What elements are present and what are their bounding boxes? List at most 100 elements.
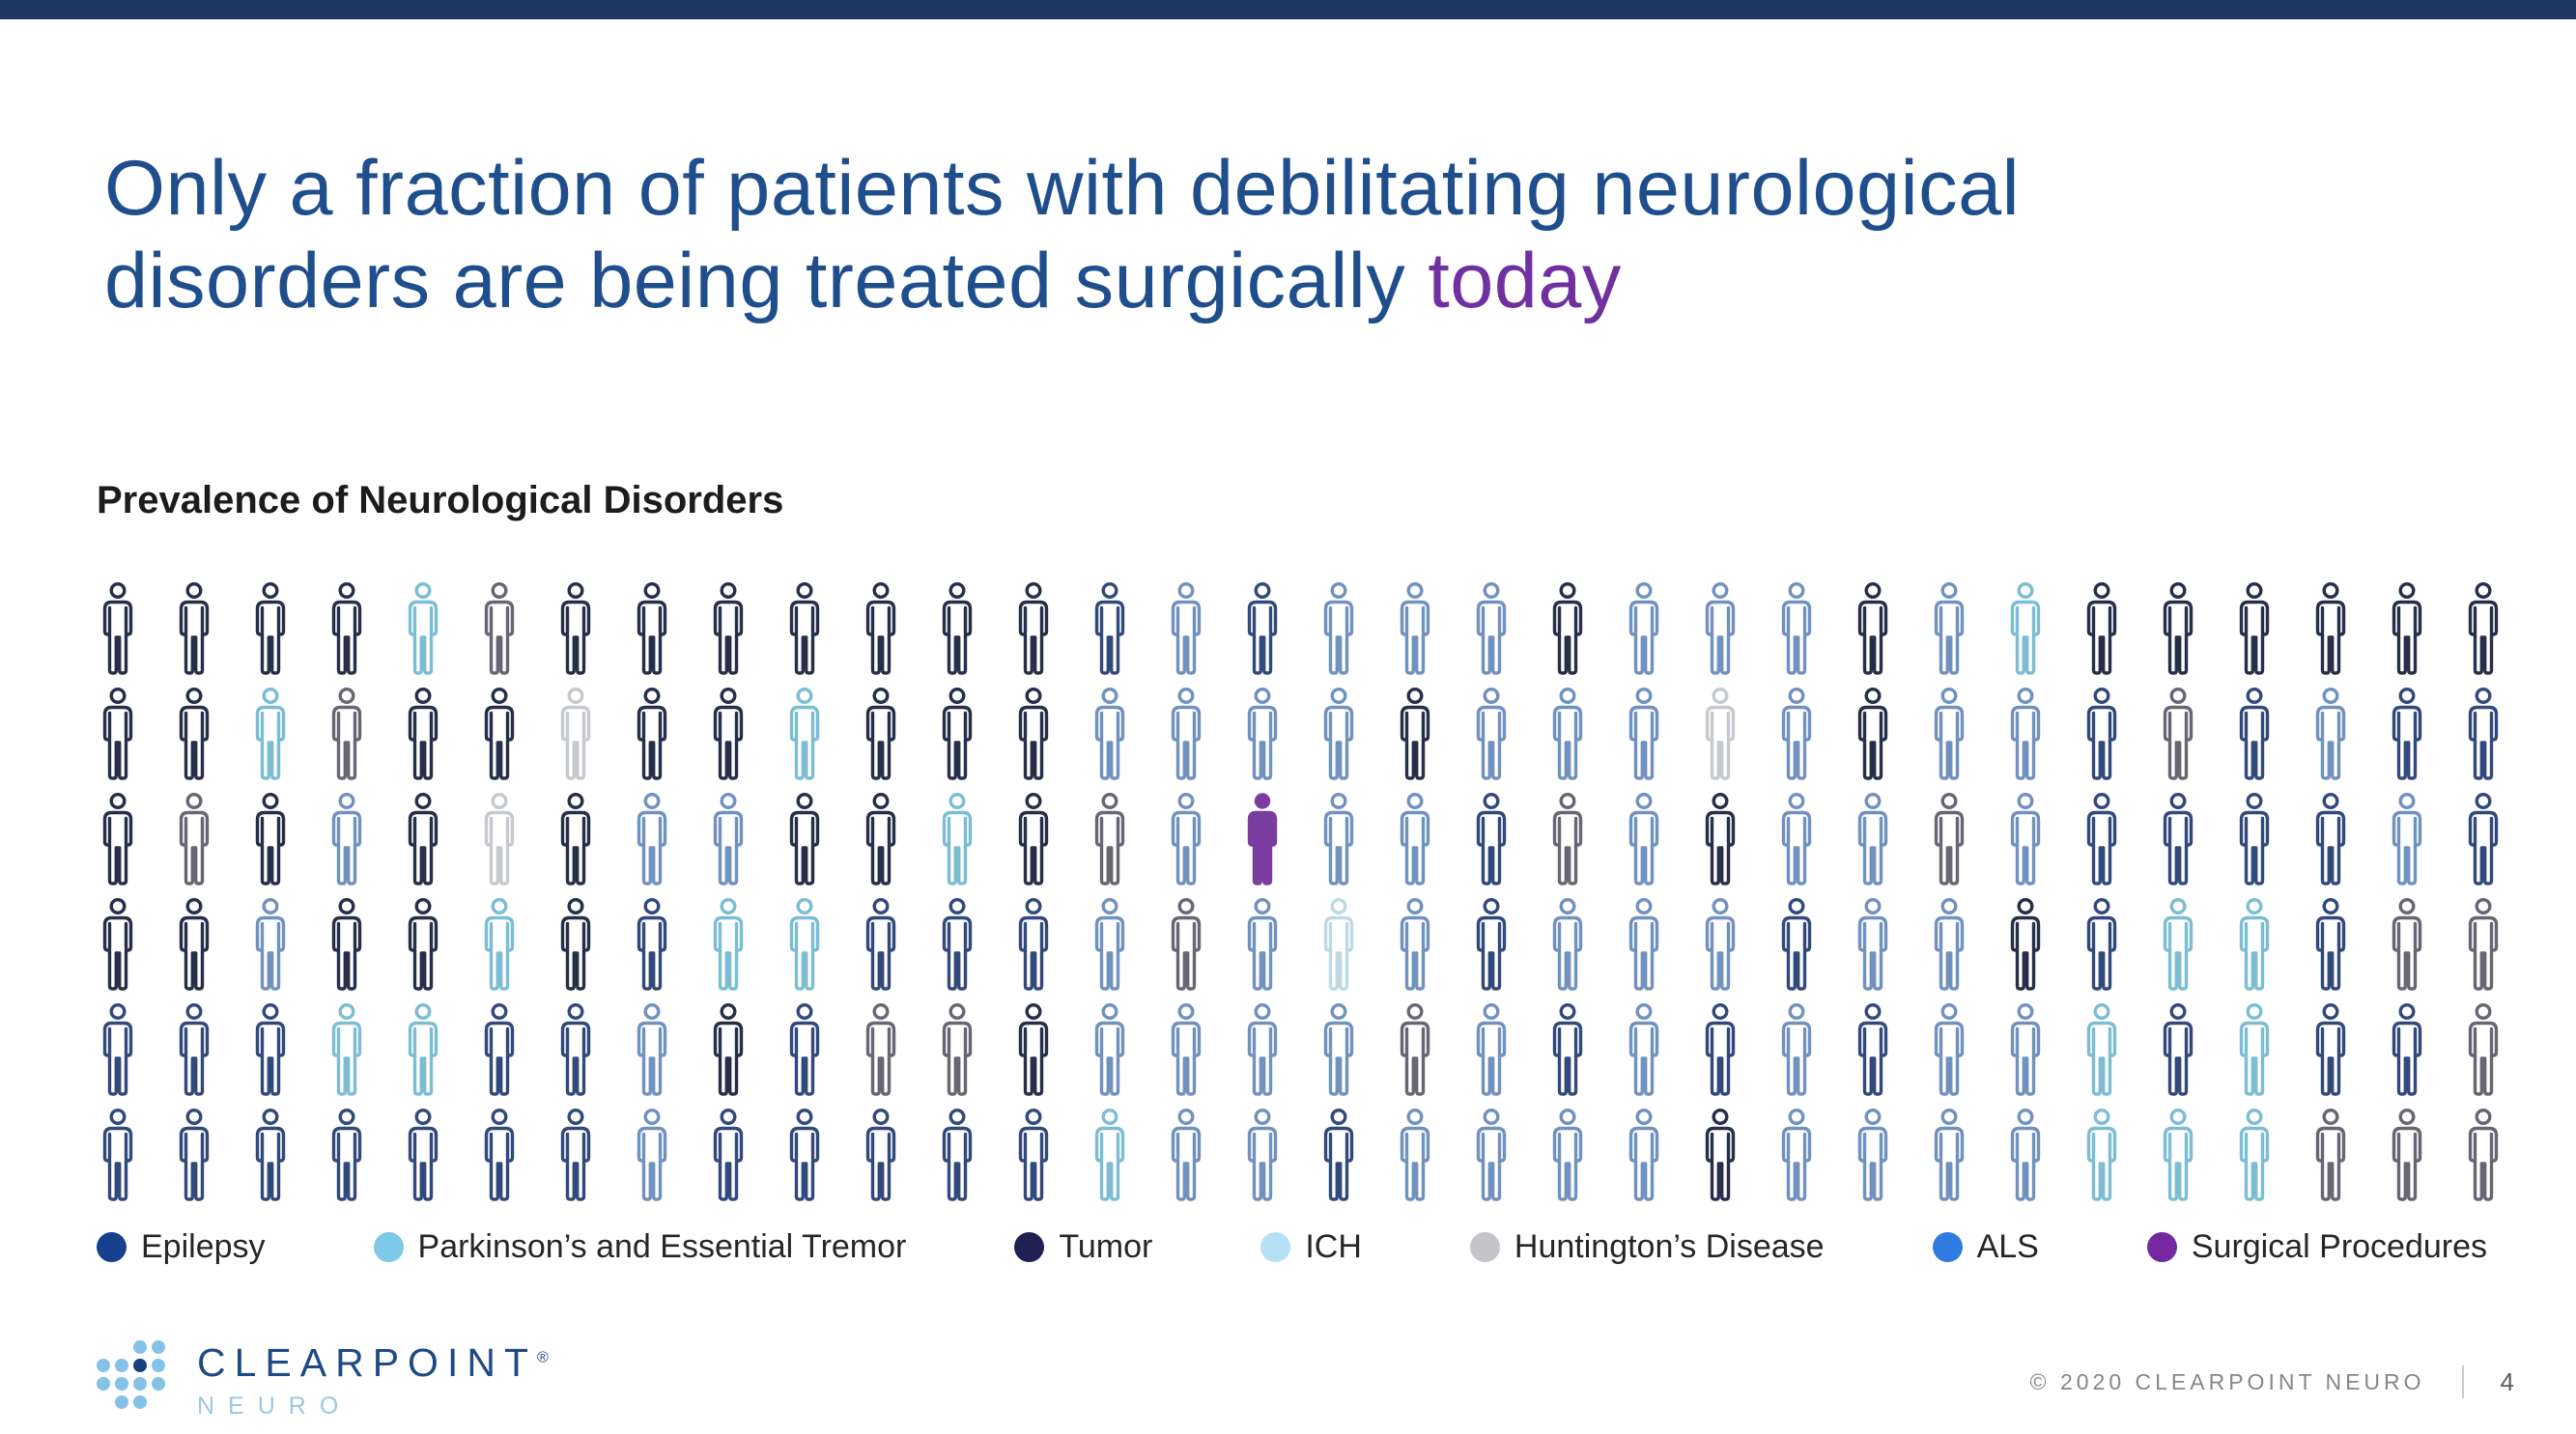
pictogram-grid [97,581,2505,1202]
person-icon [173,1002,215,1097]
person-icon [1928,581,1970,676]
logo-dot [115,1395,128,1409]
person-icon [97,792,139,886]
person-icon [249,581,292,676]
person-icon [1241,897,1284,992]
logo-dot [133,1359,147,1372]
person-icon [97,897,139,992]
person-icon [936,1002,978,1097]
person-icon [2386,1108,2428,1202]
person-icon [1928,897,1970,992]
person-icon [1928,1108,1970,1202]
person-icon [1775,581,1818,676]
person-icon [1775,687,1818,781]
person-icon [1775,1108,1818,1202]
title-line2: disorders are being treated surgically [104,237,1429,324]
person-icon [2309,1002,2352,1097]
legend-dot [2146,1232,2177,1262]
logo-dot [115,1377,128,1391]
person-icon [631,897,673,992]
person-icon [326,1108,368,1202]
title-line1: Only a fraction of patients with debilit… [104,145,2021,232]
logo-dot [133,1340,147,1354]
person-icon [173,581,215,676]
person-icon [478,687,521,781]
person-icon [1470,1002,1513,1097]
person-icon [2081,1108,2123,1202]
person-icon [1089,1108,1131,1202]
person-icon [1546,1108,1589,1202]
person-icon [2386,581,2428,676]
page-number: 4 [2500,1366,2514,1396]
person-icon [2386,897,2428,992]
person-icon [1852,1002,1894,1097]
person-icon [631,687,673,781]
person-icon [402,687,444,781]
person-icon [554,687,597,781]
person-icon [1470,581,1513,676]
chart-title: Prevalence of Neurological Disorders [97,479,784,521]
person-icon [631,1108,673,1202]
person-icon [2386,687,2428,781]
person-icon [860,897,902,992]
person-icon [326,897,368,992]
logo-subtitle: NEURO [197,1392,353,1420]
person-icon [1852,897,1894,992]
legend-label: Surgical Procedures [2191,1228,2488,1265]
person-icon [1546,792,1589,886]
person-icon [783,1002,826,1097]
person-icon [1165,1108,1207,1202]
person-icon [2462,687,2505,781]
person-icon [2462,897,2505,992]
slide-title: Only a fraction of patients with debilit… [104,143,2451,327]
legend-dot [1260,1232,1291,1262]
person-icon [2081,581,2123,676]
person-icon [1241,792,1284,886]
person-icon [402,1002,444,1097]
person-icon [249,1002,292,1097]
person-icon [1470,1108,1513,1202]
person-icon [860,1108,902,1202]
person-icon [554,792,597,886]
person-icon [1317,897,1360,992]
legend-label: ALS [1976,1228,2039,1265]
person-icon [1699,581,1741,676]
person-icon [173,897,215,992]
person-icon [1394,1108,1436,1202]
person-icon [1317,687,1360,781]
copyright-text: © 2020 CLEARPOINT NEURO [2029,1368,2425,1394]
person-icon [1089,897,1131,992]
person-icon [326,687,368,781]
person-icon [936,687,978,781]
person-icon [1775,792,1818,886]
person-icon [783,792,826,886]
person-icon [249,1108,292,1202]
person-icon [1317,581,1360,676]
person-icon [2157,687,2199,781]
person-icon [783,897,826,992]
legend-dot [1014,1232,1045,1262]
person-icon [2309,1108,2352,1202]
person-icon [1241,1002,1284,1097]
legend-label: Epilepsy [141,1228,266,1265]
person-icon [1928,792,1970,886]
person-icon [1012,792,1055,886]
logo-dot [152,1340,165,1354]
person-icon [936,581,978,676]
logo-dot [97,1377,110,1391]
person-icon [1089,581,1131,676]
person-icon [1165,687,1207,781]
person-icon [1012,1108,1055,1202]
person-icon [173,792,215,886]
person-icon [1699,1108,1741,1202]
person-icon [2004,687,2047,781]
person-icon [1699,1002,1741,1097]
person-icon [97,581,139,676]
person-icon [1241,687,1284,781]
legend-item-tumor: Tumor [1014,1228,1152,1266]
legend-item-ich: ICH [1260,1228,1362,1266]
logo-dot [133,1377,147,1391]
person-icon [2233,1108,2276,1202]
person-icon [1928,687,1970,781]
